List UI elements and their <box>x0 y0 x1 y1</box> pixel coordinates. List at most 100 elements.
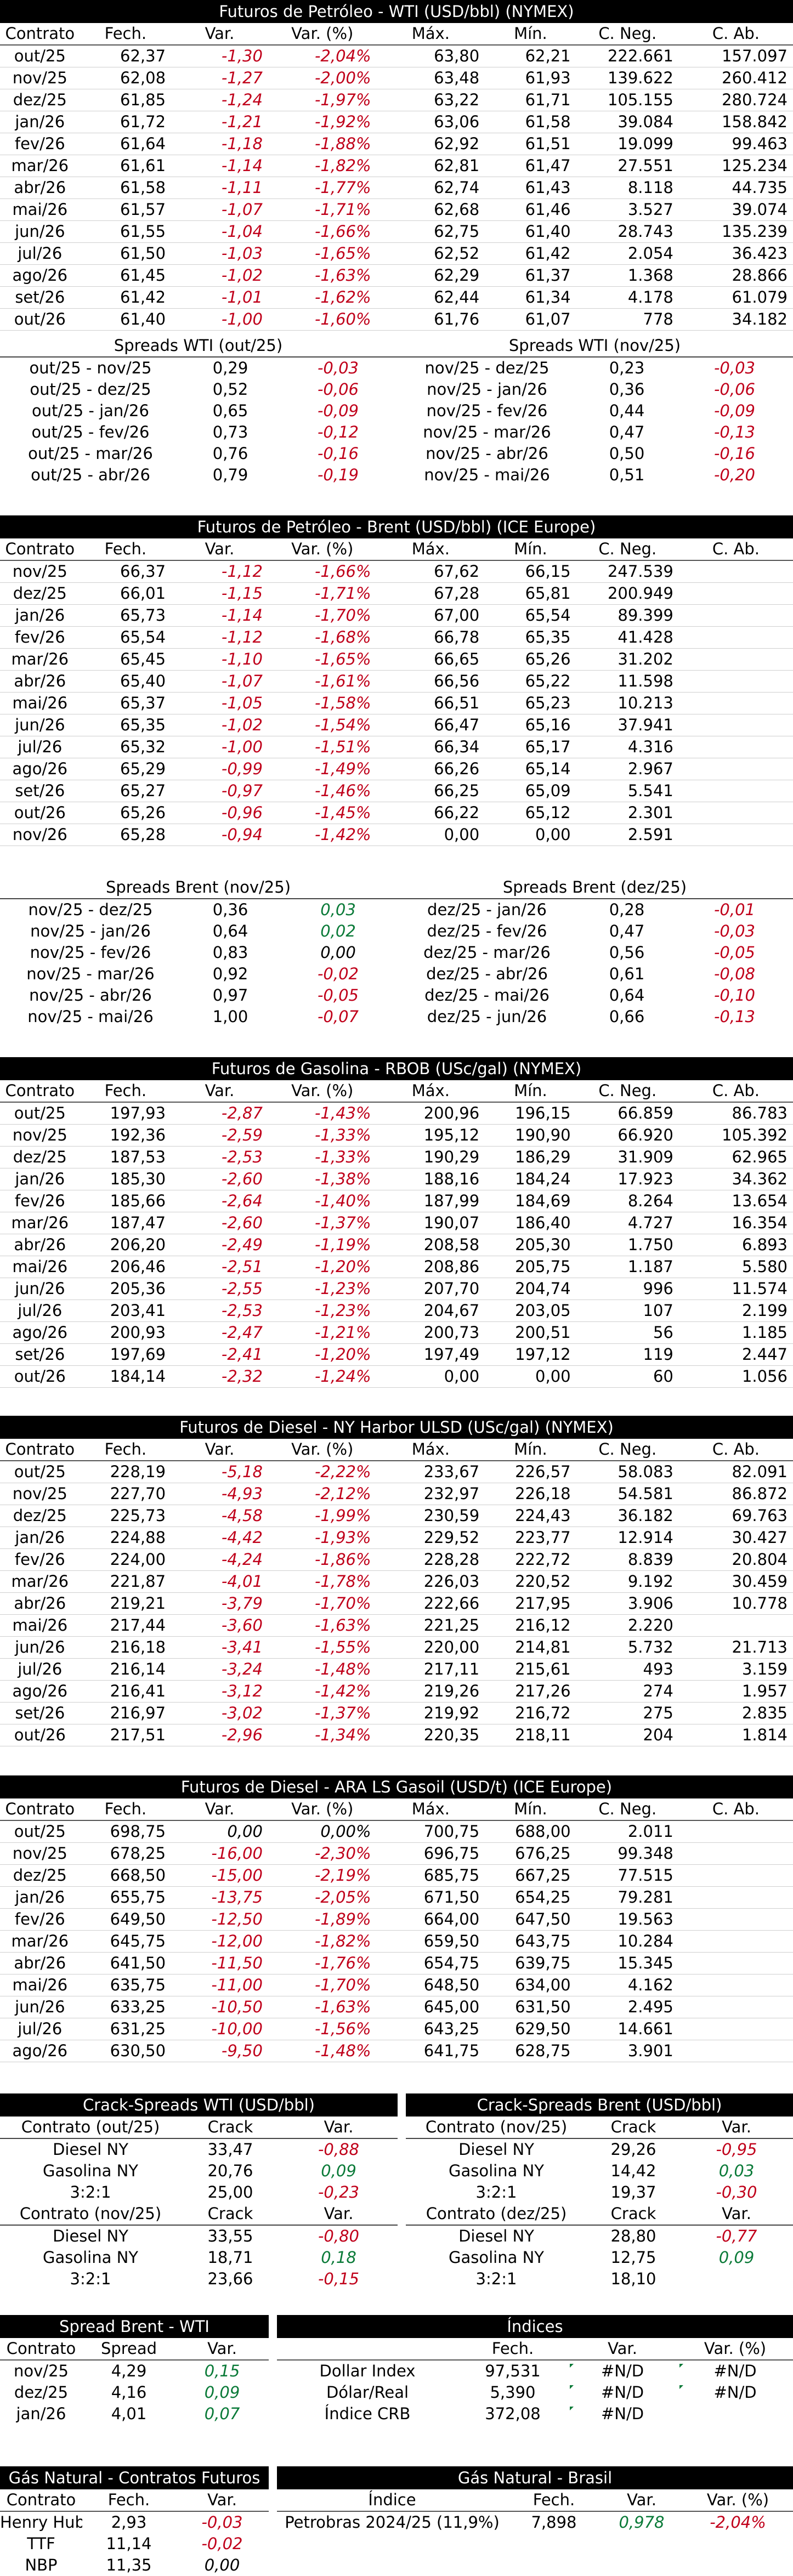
column-header: Fech. <box>80 23 172 46</box>
table-cell: -1,46% <box>268 780 377 802</box>
crack-cell: Diesel NY <box>458 2227 534 2245</box>
table-cell: 34.362 <box>678 1168 793 1190</box>
table-cell: 11,35 <box>106 2556 152 2574</box>
table-cell: 16.354 <box>678 1212 793 1234</box>
wti-table: Contrato Fech. Var. Var. (%) Máx. Mín. C. Neg.… <box>0 23 793 331</box>
table-cell: 66,25 <box>376 780 485 802</box>
table-cell: 634,00 <box>485 1974 576 1996</box>
spread-row: out/25 - jan/26 0,65 -0,09 <box>0 400 397 422</box>
table-cell: 63,06 <box>376 111 485 133</box>
table-cell: jan/26 <box>0 111 80 133</box>
table-cell: -1,93% <box>268 1527 377 1549</box>
column-header: Var. (%) <box>268 538 377 561</box>
table-cell: 186,29 <box>485 1146 576 1168</box>
column-header: Var. <box>171 1439 268 1461</box>
table-cell: 62,75 <box>376 220 485 243</box>
table-cell: out/26 <box>0 1724 80 1746</box>
table-cell: Índice CRB <box>324 2404 411 2423</box>
table-cell: jan/26 <box>0 1168 80 1190</box>
table-row: dez/25 187,53 -2,53 -1,33% 190,29 186,29 31.90… <box>0 1146 793 1168</box>
table-cell: 260.412 <box>678 67 793 89</box>
table-cell: 30.459 <box>678 1570 793 1593</box>
table-cell: #N/D <box>568 2403 677 2425</box>
table-head: Contrato Fech. Var. Var. (%) Máx. Mín. C. Neg.… <box>0 1798 793 1821</box>
table-cell: 2.835 <box>678 1702 793 1724</box>
table-cell: -1,07 <box>171 198 268 221</box>
table-cell: 197,49 <box>376 1343 485 1366</box>
crack-header-cell: Var. <box>680 2203 793 2226</box>
table-cell: 643,25 <box>376 2018 485 2040</box>
table-cell: -1,63% <box>268 264 377 287</box>
spread-cell: nov/25 - abr/26 <box>426 444 548 463</box>
table-cell: -1,66% <box>268 560 377 583</box>
crack-cell: -0,80 <box>318 2227 360 2245</box>
spread-cell: 0,23 <box>609 359 645 377</box>
table-row: nov/25 678,25 -16,00 -2,30% 696,75 676,25 99.3… <box>0 1842 793 1865</box>
table-cell: -2,19% <box>268 1864 377 1887</box>
table-cell: 66,65 <box>376 648 485 671</box>
table-cell: 65,45 <box>80 648 172 671</box>
table-cell: -13,75 <box>171 1886 268 1909</box>
table-cell: 97,531 <box>485 2362 541 2380</box>
table-cell: -1,38% <box>268 1168 377 1190</box>
table-cell: set/26 <box>0 1702 80 1724</box>
table-row: dez/25 225,73 -4,58 -1,99% 230,59 224,43 36.18… <box>0 1505 793 1527</box>
table-cell: -1,77% <box>268 177 377 199</box>
column-header: Mín. <box>485 23 576 46</box>
table-cell: -3,24 <box>171 1658 268 1681</box>
table-cell: -1,14 <box>171 604 268 627</box>
crack-row: Gasolina NY 18,71 0,18 <box>0 2247 398 2268</box>
table-cell: 34.182 <box>678 308 793 331</box>
table-cell: 65,26 <box>80 802 172 824</box>
column-header: Fech. <box>80 538 172 561</box>
section: Crack-Spreads WTI (USD/bbl) Contrato (out… <box>0 2093 398 2290</box>
crack-cell: Diesel NY <box>458 2140 534 2159</box>
table-cell: -1,61% <box>268 670 377 693</box>
column-header: C. Ab. <box>678 538 793 561</box>
spread-cell: -0,03 <box>713 359 756 377</box>
table-cell: jun/26 <box>0 714 80 736</box>
table-cell: -1,86% <box>268 1548 377 1571</box>
crack-row: Diesel NY 33,47 -0,88 <box>0 2138 398 2160</box>
table-cell: #N/D <box>568 2360 677 2382</box>
table-cell: 2.967 <box>576 758 679 780</box>
column-header: Fech. <box>82 2489 175 2512</box>
crack-header-cell: Contrato (nov/25) <box>0 2203 181 2226</box>
spread-cell: 0,47 <box>609 423 645 441</box>
table-cell: jun/26 <box>0 1996 80 2018</box>
table-cell: -1,49% <box>268 758 377 780</box>
spread-cell: 0,79 <box>212 466 248 484</box>
crack-cell: 25,00 <box>207 2183 253 2201</box>
table-cell: mar/26 <box>0 648 80 671</box>
spread-cell: 0,92 <box>212 964 248 983</box>
section-title: Spread Brent - WTI <box>0 2315 269 2338</box>
spread-cell: nov/25 - mai/26 <box>424 466 550 484</box>
table-cell: -11,50 <box>171 1952 268 1974</box>
table-cell: -1,37% <box>268 1212 377 1234</box>
table-cell: set/26 <box>0 780 80 802</box>
spread-cell: 0,97 <box>212 986 248 1005</box>
table-cell: 190,07 <box>376 1212 485 1234</box>
table-cell: 216,72 <box>485 1702 576 1724</box>
spread-row: nov/25 - dez/25 0,23 -0,03 <box>397 358 793 379</box>
table-cell: -10,50 <box>171 1996 268 2018</box>
section: Índices Fech. Var. Var. (%) Dollar Index 97,5… <box>277 2315 793 2425</box>
crack-header-row: Contrato (nov/25) Crack Var. <box>0 2203 398 2226</box>
table-row: ago/26 216,41 -3,12 -1,42% 219,26 217,26 274 1.… <box>0 1680 793 1703</box>
table-cell: 1.957 <box>678 1680 793 1703</box>
table-cell <box>678 560 793 583</box>
column-header: C. Ab. <box>678 1080 793 1103</box>
table-body: out/25 62,37 -1,30 -2,04% 63,80 62,21 222.661 1… <box>0 45 793 331</box>
spread-cell: dez/25 - mar/26 <box>423 943 551 962</box>
table-cell: 223,77 <box>485 1527 576 1549</box>
table-cell: 65,22 <box>485 670 576 693</box>
table-cell: 643,75 <box>485 1930 576 1953</box>
table-cell: 5.732 <box>576 1636 679 1659</box>
table-cell: -2,53 <box>171 1300 268 1322</box>
table-cell: -1,15 <box>171 582 268 605</box>
table-cell: 54.581 <box>576 1483 679 1505</box>
column-header: Var. <box>568 2338 677 2361</box>
crack-cell: 3:2:1 <box>70 2183 111 2201</box>
table-cell: 65,26 <box>485 648 576 671</box>
table-cell: 17.923 <box>576 1168 679 1190</box>
